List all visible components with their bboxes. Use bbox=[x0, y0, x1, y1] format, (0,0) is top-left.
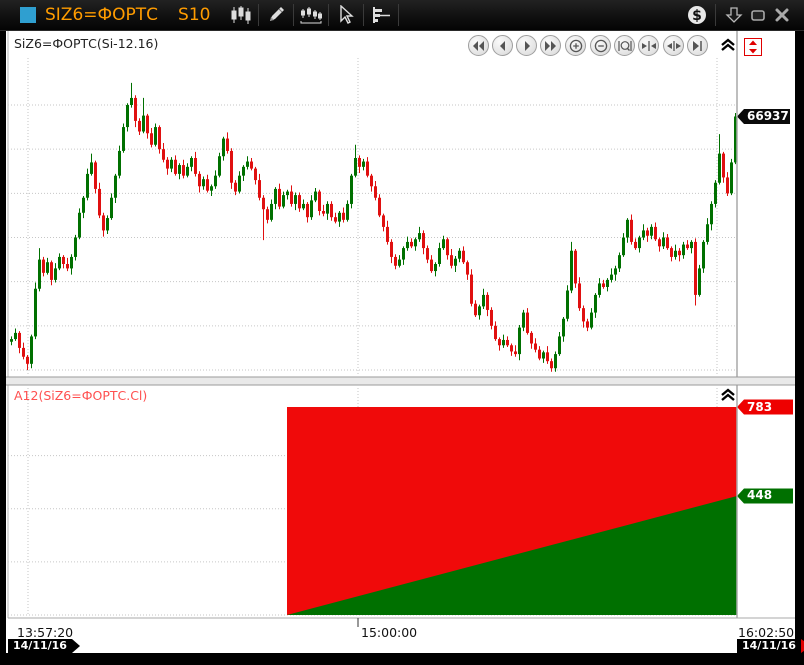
expand-horizontal-icon bbox=[666, 40, 681, 51]
step-forward-button[interactable] bbox=[516, 35, 537, 56]
window-controls: $ bbox=[685, 3, 794, 27]
cursor-button[interactable] bbox=[329, 2, 363, 28]
titlebar: SIZ6=ФОРТС S10 bbox=[0, 0, 804, 31]
candlestick-chart-icon bbox=[231, 6, 251, 24]
time-label-end: 16:02:50 bbox=[738, 625, 795, 640]
fast-forward-icon bbox=[545, 40, 556, 51]
dollar-icon: $ bbox=[688, 6, 706, 24]
svg-text:$: $ bbox=[692, 8, 702, 24]
date-badge-red-arrow-icon bbox=[800, 639, 804, 653]
indicator-green-value-tag: 448 bbox=[747, 488, 773, 503]
go-to-end-button[interactable] bbox=[687, 35, 708, 56]
zoom-in-button[interactable] bbox=[565, 35, 586, 56]
chevron-up-icon bbox=[721, 38, 735, 51]
toolbar-separator bbox=[398, 4, 400, 26]
window-title: SIZ6=ФОРТС bbox=[45, 5, 159, 25]
download-button[interactable] bbox=[722, 3, 746, 27]
time-label-mid: 15:00:00 bbox=[361, 625, 418, 640]
date-right-text: 14/11/16 bbox=[742, 639, 796, 652]
compress-horizontal-button[interactable] bbox=[638, 35, 659, 56]
close-button[interactable] bbox=[770, 3, 794, 27]
levels-icon bbox=[373, 7, 391, 23]
pencil-icon bbox=[270, 7, 285, 21]
draw-button[interactable] bbox=[259, 2, 293, 28]
fast-forward-button[interactable] bbox=[540, 35, 561, 56]
download-arrow-icon bbox=[725, 7, 743, 23]
price-scale-mode-button[interactable] bbox=[744, 38, 762, 56]
collapse-indicator-button[interactable] bbox=[719, 387, 737, 401]
zoom-out-icon bbox=[594, 39, 607, 52]
fast-backward-button[interactable] bbox=[468, 35, 489, 56]
compress-horizontal-icon bbox=[641, 40, 656, 51]
minimize-button[interactable] bbox=[746, 3, 770, 27]
step-backward-button[interactable] bbox=[492, 35, 513, 56]
indicator-button[interactable] bbox=[294, 2, 328, 28]
interval-label: S10 bbox=[178, 5, 211, 25]
date-badge-arrow-icon bbox=[71, 639, 80, 653]
chevron-up-icon bbox=[721, 388, 735, 401]
scale-arrows-icon bbox=[749, 40, 757, 54]
toolbar-separator bbox=[258, 4, 260, 26]
date-badge-right: 14/11/16 bbox=[737, 639, 804, 653]
chart-body bbox=[6, 30, 795, 653]
zoom-range-button[interactable] bbox=[614, 35, 635, 56]
levels-button[interactable] bbox=[364, 2, 398, 28]
minimize-icon bbox=[751, 10, 765, 21]
chart-toolbar bbox=[224, 0, 400, 30]
money-button[interactable]: $ bbox=[685, 3, 709, 27]
toolbar-separator bbox=[363, 4, 365, 26]
date-left-text: 14/11/16 bbox=[13, 639, 67, 652]
toolbar-separator bbox=[715, 4, 716, 26]
instrument-label: SiZ6=ФОРТС(Si-12.16) bbox=[14, 36, 159, 51]
date-badge-left: 14/11/16 bbox=[8, 639, 80, 653]
last-price-tag: 66937 bbox=[747, 108, 789, 123]
time-label-start: 13:57:20 bbox=[17, 625, 74, 640]
indicator-red-value-tag: 783 bbox=[747, 399, 773, 414]
step-backward-icon bbox=[499, 40, 505, 51]
go-to-end-icon bbox=[693, 40, 702, 51]
app-icon bbox=[20, 7, 36, 23]
zoom-out-button[interactable] bbox=[590, 35, 611, 56]
toolbar-separator bbox=[328, 4, 330, 26]
fast-backward-icon bbox=[473, 40, 484, 51]
candlestick-style-button[interactable] bbox=[224, 2, 258, 28]
toolbar-separator bbox=[293, 4, 295, 26]
cursor-icon bbox=[340, 5, 355, 24]
expand-horizontal-button[interactable] bbox=[663, 35, 684, 56]
close-icon bbox=[775, 8, 789, 22]
collapse-chart-button[interactable] bbox=[719, 37, 737, 51]
indicator-label: A12(SiZ6=ФОРТС.Cl) bbox=[14, 388, 148, 403]
zoom-in-icon bbox=[569, 39, 582, 52]
indicator-chart-icon bbox=[300, 7, 323, 24]
zoom-range-icon bbox=[617, 40, 632, 51]
step-forward-icon bbox=[524, 40, 530, 51]
